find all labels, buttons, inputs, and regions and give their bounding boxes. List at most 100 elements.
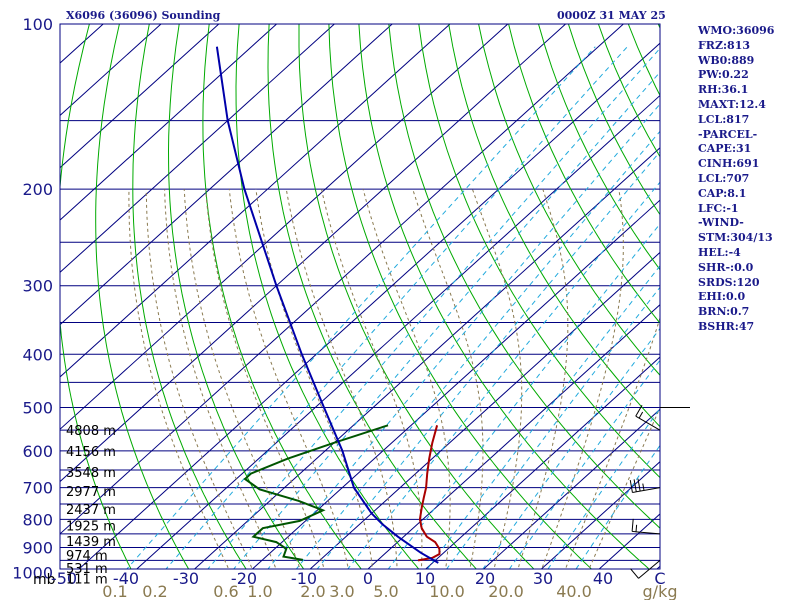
moist-adiabat	[255, 189, 374, 569]
temperature-tick-label: 30	[533, 569, 553, 588]
mixing-ratio-line	[295, 130, 660, 569]
mixing-ratio-label: g/kg	[643, 582, 678, 600]
isotherm-line	[60, 24, 335, 274]
dry-adiabat	[328, 24, 593, 569]
wind-barb-staff	[638, 559, 661, 579]
index-row: EHI:0.0	[698, 290, 746, 304]
height-label: 4808 m	[66, 424, 116, 439]
isotherm-line	[540, 460, 660, 569]
mixing-ratio-label: 0.1	[102, 582, 127, 600]
index-row: LCL:707	[698, 171, 750, 185]
moist-adiabat	[228, 189, 349, 569]
dry-adiabat	[235, 24, 420, 569]
wind-barb-half-flag	[642, 483, 645, 491]
dry-adiabat	[60, 24, 132, 569]
index-row: MAXT:12.4	[698, 97, 766, 111]
mixing-ratio-line	[316, 150, 660, 569]
wind-barb-half-flag	[638, 411, 644, 419]
wind-barb-staff	[635, 415, 661, 431]
mixing-ratio-label: 20.0	[488, 582, 524, 600]
index-row: CAPE:31	[698, 142, 752, 156]
mixing-ratio-line	[446, 286, 660, 569]
dry-adiabat	[95, 24, 190, 569]
index-row: WMO:36096	[698, 24, 775, 37]
wind-barb-staff	[632, 530, 661, 535]
index-row: FRZ:813	[698, 38, 751, 52]
dry-adiabat	[448, 24, 660, 428]
height-label: 974 m	[66, 549, 108, 564]
parcel-profile	[215, 46, 439, 564]
temperature-tick-label: -50	[51, 569, 77, 588]
pressure-tick-label: 1000	[12, 564, 53, 583]
mixing-ratio-line	[508, 359, 660, 569]
moist-adiabat	[412, 188, 484, 569]
dry-adiabat	[132, 24, 247, 569]
mixing-ratio-line	[126, 46, 596, 569]
index-row: LCL:817	[698, 112, 750, 126]
height-label: 1925 m	[66, 519, 116, 534]
isotherm-line	[60, 24, 566, 483]
moist-adiabat	[471, 188, 523, 569]
isotherm-line	[60, 24, 104, 64]
pressure-tick-label: 900	[22, 538, 53, 557]
moist-adiabat	[128, 189, 230, 569]
pressure-tick-label: 700	[22, 479, 53, 498]
isotherm-line	[60, 24, 277, 221]
wind-barb-half-flag	[635, 524, 638, 532]
pressure-tick-label: 300	[22, 277, 53, 296]
index-row: BSHR:47	[698, 319, 755, 333]
mixing-ratio-line	[482, 327, 660, 569]
pressure-tick-label: 400	[22, 345, 53, 364]
moist-adiabat	[164, 189, 277, 569]
dry-adiabat	[298, 24, 535, 569]
mixing-ratio-line	[547, 407, 660, 569]
index-row: CINH:691	[698, 157, 760, 171]
index-row: BRN:0.7	[698, 305, 750, 319]
mixing-ratio-label: 0.2	[142, 582, 167, 600]
mixing-ratio-line	[426, 265, 660, 569]
dry-adiabat	[778, 24, 800, 584]
index-row: CAP:8.1	[698, 186, 747, 200]
dry-adiabat	[167, 24, 305, 569]
mixing-ratio-label: 5.0	[373, 582, 398, 600]
dry-adiabat	[202, 24, 362, 569]
isotherm-line	[60, 24, 509, 430]
pressure-tick-label: 100	[22, 15, 53, 34]
mixing-ratio-label: 0.6	[213, 582, 238, 600]
wind-barb-flag	[635, 405, 643, 417]
wind-barb	[630, 559, 661, 579]
height-label: 531 m	[66, 562, 108, 577]
indices-panel: WMO:36096 FRZ:813 WB0:889 PW:0.22 RH:36.1 MAX…	[698, 24, 774, 335]
pressure-tick-label: 200	[22, 180, 53, 199]
moist-adiabat	[517, 188, 569, 569]
isotherm-line	[78, 42, 660, 569]
isotherm-line	[60, 24, 220, 169]
height-label: 1439 m	[66, 535, 116, 550]
pressure-tick-label: 500	[22, 398, 53, 417]
isotherm-line	[482, 408, 660, 569]
moist-adiabat	[564, 316, 660, 569]
moist-adiabat	[183, 189, 301, 569]
mixing-ratio-line	[267, 103, 660, 569]
isotherm-line	[60, 24, 624, 535]
temperature-tick-label: -40	[113, 569, 139, 588]
dry-adiabat	[418, 24, 660, 479]
pressure-tick-label: 600	[22, 442, 53, 461]
dewpoint-profile	[243, 424, 389, 561]
index-row: SRDS:120	[698, 275, 760, 289]
moist-adiabat	[285, 189, 398, 569]
height-label: 2437 m	[66, 503, 116, 518]
plot-frame	[59, 23, 661, 570]
isotherm-line	[367, 304, 660, 569]
dry-adiabat	[358, 24, 650, 569]
isotherm-line	[251, 199, 660, 569]
wind-barb	[635, 405, 661, 431]
index-row: -PARCEL-	[698, 127, 758, 141]
temperature-tick-label: -10	[291, 569, 317, 588]
wind-barb-flag	[633, 479, 637, 492]
index-row: RH:36.1	[698, 83, 749, 97]
index-row: HEL:-4	[698, 245, 741, 259]
dry-adiabat	[478, 24, 660, 377]
isotherm-line	[60, 24, 451, 378]
